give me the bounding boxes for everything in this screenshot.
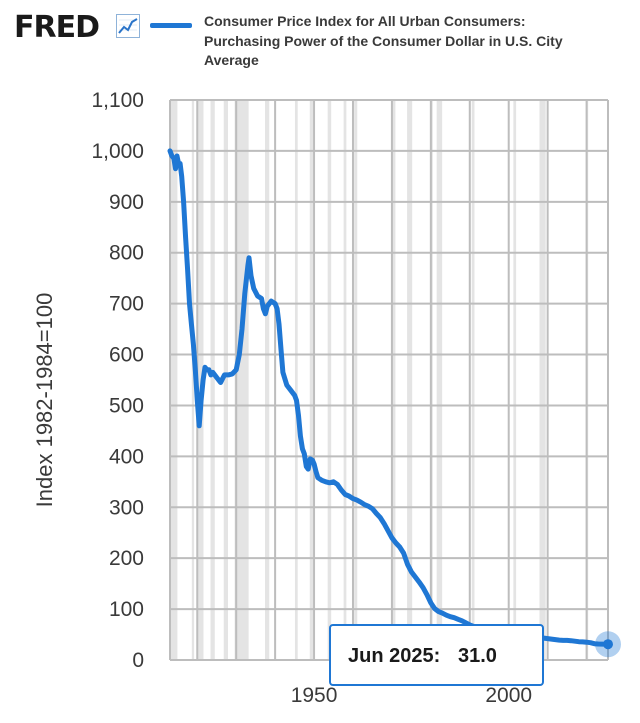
recession-band: [354, 100, 358, 660]
tooltip-box: [329, 624, 544, 686]
tooltip-value: 31.0: [458, 645, 497, 667]
recession-band: [436, 100, 443, 660]
y-tick-label: 600: [109, 344, 144, 367]
recession-band: [513, 100, 517, 660]
recession-band: [343, 100, 347, 660]
recession-band: [264, 100, 270, 660]
recession-shading: [170, 100, 589, 660]
y-tick-label: 700: [109, 293, 144, 316]
y-tick-label: 500: [109, 394, 144, 417]
recession-band: [170, 100, 178, 660]
hover-point: [603, 639, 613, 650]
grid: [169, 99, 609, 661]
y-axis-ticks: 0 100 200 300 400 500 600 700 800 900 1,000 1,100: [91, 89, 144, 672]
y-axis-label: Index 1982-1984=100: [32, 293, 57, 508]
y-tick-label: 400: [109, 445, 144, 468]
y-tick-label: 800: [109, 242, 144, 265]
y-tick-label: 0: [132, 649, 144, 672]
recession-band: [223, 100, 229, 660]
recession-band: [391, 100, 396, 660]
x-tick-label: 2000: [485, 684, 532, 707]
recession-band: [191, 100, 195, 660]
line-chart-icon: [116, 14, 140, 38]
y-tick-label: 200: [109, 547, 144, 570]
recession-band: [327, 100, 332, 660]
recession-band: [539, 100, 546, 660]
y-tick-label: 900: [109, 191, 144, 214]
recession-band: [234, 100, 249, 660]
recession-band: [197, 100, 204, 660]
recession-band: [309, 100, 314, 660]
tooltip-date: Jun 2025:: [348, 645, 440, 667]
x-axis-ticks: 1950 2000: [291, 684, 532, 707]
recession-band: [407, 100, 413, 660]
recession-band: [210, 100, 215, 660]
legend-line-swatch: [150, 23, 192, 28]
tooltip: Jun 2025: 31.0: [329, 624, 544, 686]
recession-band: [294, 100, 298, 660]
fred-logo[interactable]: FRED: [14, 10, 100, 45]
chart-title: Consumer Price Index for All Urban Consu…: [204, 13, 563, 68]
y-tick-label: 100: [109, 598, 144, 621]
y-tick-label: 1,000: [91, 140, 144, 163]
header: FRED Consumer Price Index for All Urban …: [0, 0, 640, 80]
y-tick-label: 1,100: [91, 89, 144, 112]
x-tick-label: 1950: [291, 684, 338, 707]
y-tick-label: 300: [109, 496, 144, 519]
recession-band: [471, 100, 475, 660]
